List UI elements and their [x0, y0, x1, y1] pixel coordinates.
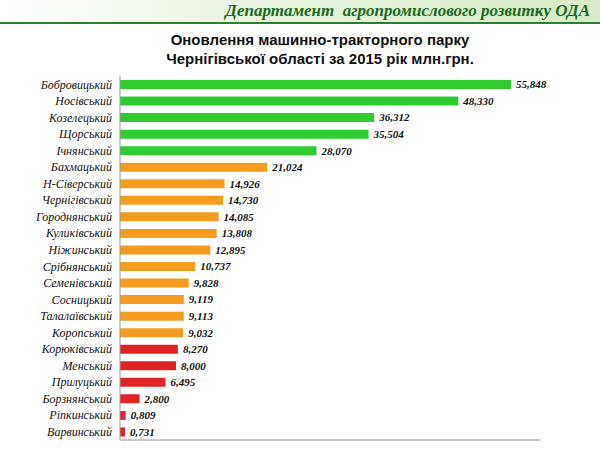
svg-text:9,113: 9,113 [189, 310, 214, 322]
svg-text:0,809: 0,809 [131, 409, 156, 421]
svg-text:Ічнянський: Ічнянський [55, 144, 112, 158]
svg-text:Куликівський: Куликівський [45, 226, 112, 240]
svg-text:Ніжинський: Ніжинський [47, 243, 112, 257]
svg-text:12,895: 12,895 [215, 244, 246, 256]
svg-text:Семенівський: Семенівський [43, 276, 112, 290]
html-text:Оновлення машинно-тракторного: Оновлення машинно-тракторного парку Черн… [166, 31, 474, 67]
svg-text:Н-Сіверський: Н-Сіверський [42, 177, 112, 191]
svg-text:Бахмацький: Бахмацький [50, 160, 112, 174]
svg-text:48,330: 48,330 [462, 95, 494, 107]
svg-text:9,032: 9,032 [188, 327, 213, 339]
svg-text:Коропський: Коропський [51, 326, 112, 340]
svg-text:Корюківський: Корюківський [41, 342, 112, 356]
svg-text:Варвинський: Варвинський [47, 425, 112, 439]
svg-text:14,730: 14,730 [228, 194, 259, 206]
svg-text:6,495: 6,495 [170, 376, 195, 388]
svg-text:0,731: 0,731 [130, 426, 155, 438]
svg-text:10,737: 10,737 [200, 260, 231, 272]
svg-text:2,800: 2,800 [144, 393, 170, 405]
svg-text:Щорський: Щорський [58, 127, 112, 141]
svg-text:Ріпкинський: Ріпкинський [48, 408, 112, 422]
svg-text:Бобровицький: Бобровицький [40, 78, 112, 92]
svg-text:36,312: 36,312 [378, 111, 410, 123]
svg-text:Козелецький: Козелецький [48, 111, 112, 125]
svg-text:8,000: 8,000 [181, 360, 206, 372]
svg-text:9,828: 9,828 [194, 277, 219, 289]
svg-text:55,848: 55,848 [516, 78, 547, 90]
svg-text:14,085: 14,085 [224, 211, 255, 223]
svg-text:Талалаївський: Талалаївський [40, 309, 112, 323]
svg-text:14,926: 14,926 [229, 178, 260, 190]
svg-text:Городнянський: Городнянський [35, 210, 112, 224]
svg-text:35,504: 35,504 [373, 128, 405, 140]
svg-text:Срібнянський: Срібнянський [43, 260, 112, 274]
svg-text:Менський: Менський [61, 359, 112, 373]
svg-text:Чернігівський: Чернігівський [42, 193, 112, 207]
svg-text:Прилуцький: Прилуцький [51, 375, 112, 389]
svg-text:21,024: 21,024 [271, 161, 303, 173]
svg-text:9,119: 9,119 [189, 293, 214, 305]
svg-text:28,070: 28,070 [320, 145, 352, 157]
svg-text:13,808: 13,808 [222, 227, 253, 239]
svg-text:Борзнянський: Борзнянський [42, 392, 113, 406]
html-text:Департамент агропромислового р: Департамент агропромислового розвитку ОД… [225, 1, 590, 20]
svg-text:Сосницький: Сосницький [52, 293, 112, 307]
svg-text:8,270: 8,270 [183, 343, 208, 355]
svg-text:Носівський: Носівський [54, 94, 112, 108]
